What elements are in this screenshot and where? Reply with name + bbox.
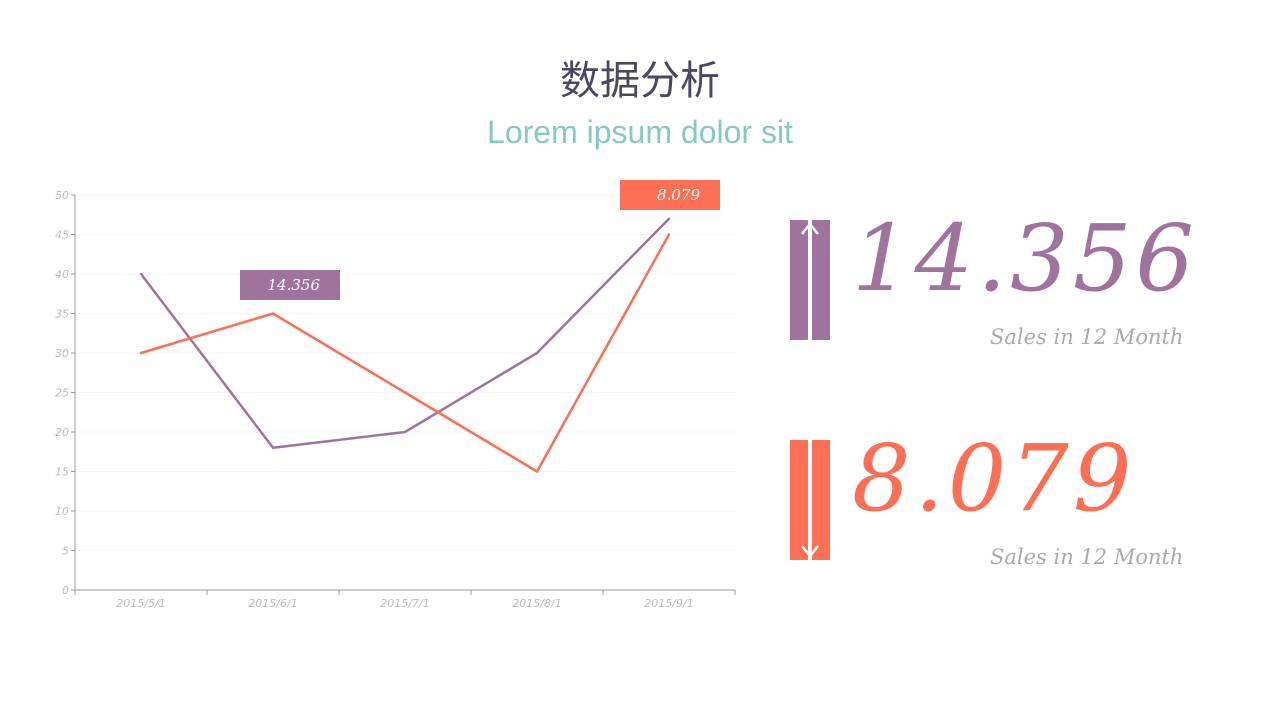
annotation-label: 8.079	[657, 186, 700, 204]
y-tick-label: 10	[55, 505, 69, 518]
page-title: 数据分析	[560, 58, 720, 104]
annotation-label: 14.356	[268, 276, 321, 294]
y-tick-label: 40	[55, 268, 69, 281]
y-tick-label: 0	[62, 584, 69, 597]
stat-caption-down: Sales in 12 Month	[990, 545, 1184, 569]
x-tick-label: 2015/8/1	[512, 597, 561, 610]
stat-value-up: 14.356	[852, 205, 1198, 312]
x-tick-label: 2015/9/1	[644, 597, 693, 610]
data-point	[403, 391, 407, 394]
line-chart: 0 5 10 15 20 25 30 35 40 45 50 2015/5/1 2015/6/1 2015…	[55, 180, 736, 610]
page-subtitle: Lorem ipsum dolor sit	[487, 114, 793, 150]
data-point	[271, 312, 275, 315]
data-point	[139, 351, 143, 355]
y-tick-label: 50	[55, 189, 69, 202]
x-tick-label: 2015/7/1	[380, 597, 429, 610]
data-point	[535, 351, 539, 355]
y-tick-label: 25	[55, 387, 69, 400]
y-tick-label: 5	[62, 545, 69, 558]
data-point	[667, 217, 671, 220]
up-arrow-bar	[790, 220, 830, 340]
data-point	[139, 272, 143, 276]
series-line-0	[140, 217, 670, 450]
data-point	[667, 233, 671, 236]
y-tick-label: 35	[55, 308, 69, 321]
stat-value-down: 8.079	[852, 425, 1136, 532]
y-tick-label: 20	[55, 426, 69, 439]
y-tick-label: 15	[55, 466, 69, 479]
annotation-box	[620, 180, 720, 210]
arrow-up-icon	[801, 221, 819, 338]
y-tick-label: 45	[55, 229, 69, 242]
annotation-box	[240, 270, 340, 300]
arrow-down-icon	[801, 442, 819, 559]
x-tick-label: 2015/6/1	[248, 597, 297, 610]
y-tick-label: 30	[55, 347, 69, 360]
stat-caption-up: Sales in 12 Month	[990, 325, 1184, 349]
x-tick-label: 2015/5/1	[116, 597, 165, 610]
down-arrow-bar	[790, 440, 830, 560]
data-point	[403, 430, 407, 434]
data-point	[535, 470, 539, 473]
data-point	[271, 446, 275, 449]
